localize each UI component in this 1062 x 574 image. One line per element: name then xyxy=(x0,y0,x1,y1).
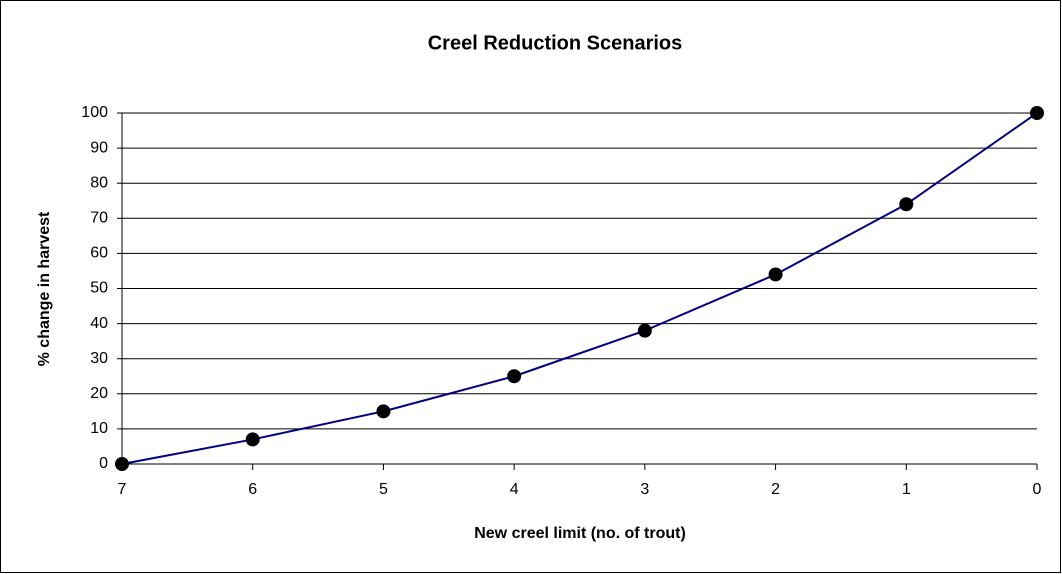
x-tick-label: 6 xyxy=(248,481,257,498)
data-point xyxy=(637,323,652,338)
x-tick-label: 0 xyxy=(1033,481,1042,498)
y-tick-label: 50 xyxy=(90,280,108,297)
chart-title: Creel Reduction Scenarios xyxy=(428,32,683,54)
data-point xyxy=(507,369,522,384)
series-line xyxy=(121,112,1038,465)
x-tick-label: 2 xyxy=(771,481,780,498)
y-tick-label: 100 xyxy=(81,104,108,121)
x-tick-label: 7 xyxy=(118,481,127,498)
data-point xyxy=(899,197,914,212)
x-tick-label: 4 xyxy=(510,481,519,498)
y-tick-label: 90 xyxy=(90,139,108,156)
y-tick-label: 10 xyxy=(90,420,108,437)
y-tick-label: 40 xyxy=(90,315,108,332)
data-point xyxy=(768,267,783,282)
y-tick-label: 60 xyxy=(90,245,108,262)
y-tick-label: 80 xyxy=(90,174,108,191)
y-tick-label: 0 xyxy=(99,455,108,472)
y-tick-label: 30 xyxy=(90,350,108,367)
data-point xyxy=(1030,106,1044,120)
data-point xyxy=(376,404,391,419)
x-tick-label: 3 xyxy=(640,481,649,498)
x-tick-label: 1 xyxy=(902,481,911,498)
data-point xyxy=(245,432,260,447)
y-axis-title: % change in harvest xyxy=(36,211,53,366)
y-tick-label: 70 xyxy=(90,210,108,227)
x-axis-title: New creel limit (no. of trout) xyxy=(474,525,686,542)
data-point xyxy=(115,457,129,471)
y-tick-label: 20 xyxy=(90,385,108,402)
x-tick-label: 5 xyxy=(379,481,388,498)
